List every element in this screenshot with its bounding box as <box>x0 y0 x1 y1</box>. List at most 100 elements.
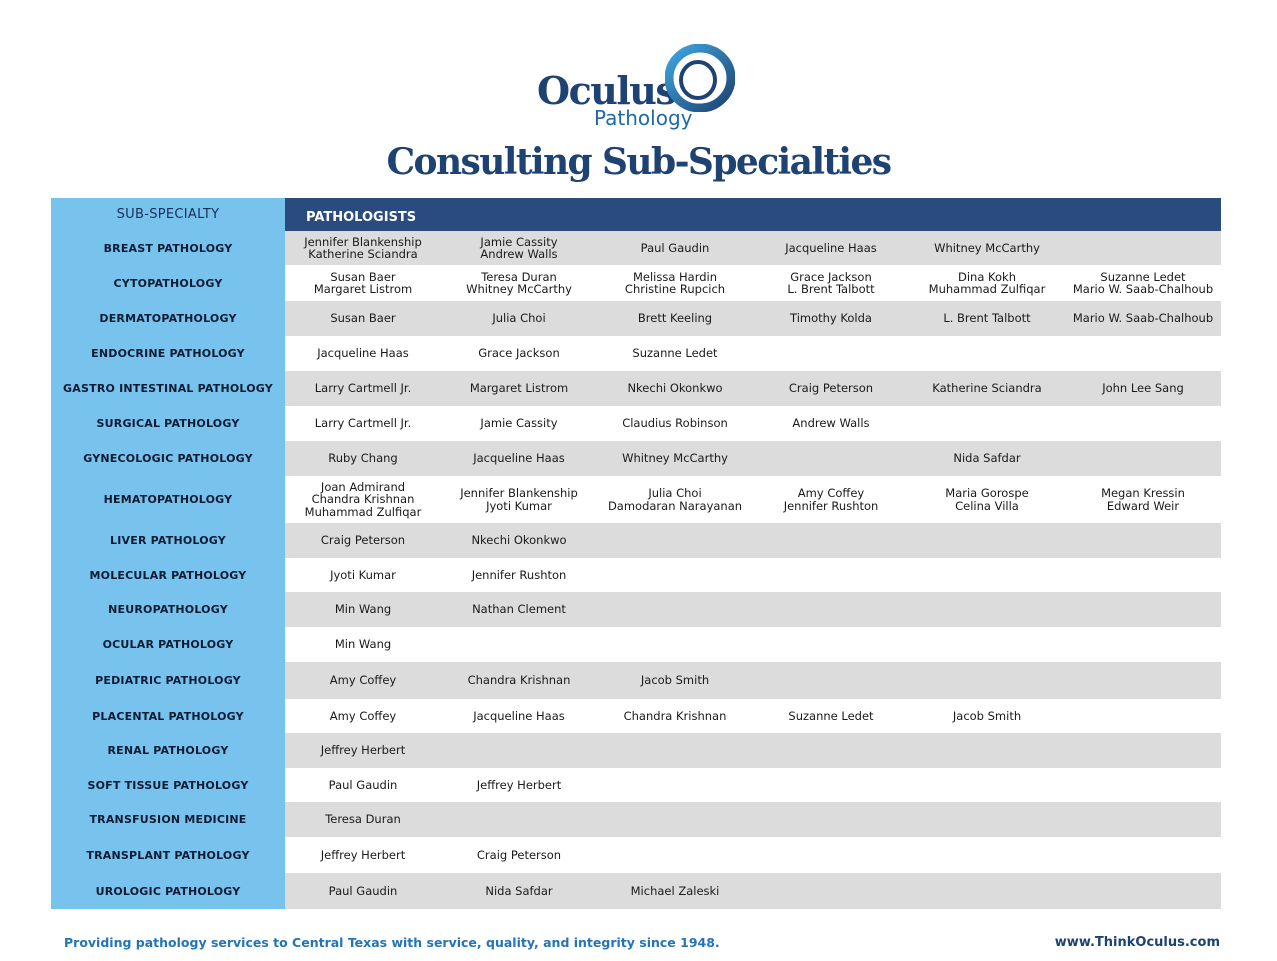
pathologist-cell: Paul Gaudin <box>597 231 753 265</box>
pathologist-name: Chandra Krishnan <box>467 673 571 688</box>
table-row: RENAL PATHOLOGY Jeffrey Herbert <box>51 733 1221 768</box>
pathologist-cell <box>753 592 909 627</box>
pathologist-cell <box>753 441 909 476</box>
pathologist-cell: Amy Coffey <box>285 699 441 733</box>
pathologist-cells: Larry Cartmell Jr. Margaret Listrom Nkechi… <box>285 371 1221 406</box>
pathologist-cells: Jacqueline Haas Grace Jackson Suzanne Lede… <box>285 336 1221 371</box>
pathologist-cell <box>909 627 1065 662</box>
pathologist-name: Jacqueline Haas <box>317 346 409 361</box>
pathologist-name: Jeffrey Herbert <box>320 847 406 862</box>
pathologist-cell: Craig Peterson <box>285 523 441 558</box>
pathologist-cells: Jyoti Kumar Jennifer Rushton <box>285 558 1221 592</box>
pathologist-name: Chandra Krishnan <box>311 492 415 507</box>
pathologist-name: Jacob Smith <box>952 708 1022 723</box>
table-row: DERMATOPATHOLOGY Susan Baer Julia Choi Bret… <box>51 301 1221 336</box>
pathologist-name: Grace Jackson <box>478 346 560 361</box>
pathologist-cell: Jacob Smith <box>597 662 753 699</box>
pathologist-cell: Teresa Duran Whitney McCarthy <box>441 265 597 301</box>
pathologist-name: Jennifer Blankenship <box>304 234 422 249</box>
pathologist-cell <box>1065 837 1221 873</box>
pathologist-name: Nkechi Okonkwo <box>471 533 567 548</box>
pathologist-cell <box>753 523 909 558</box>
pathologist-name: Melissa Hardin <box>632 269 718 284</box>
pathologist-cell: Megan Kressin Edward Weir <box>1065 476 1221 523</box>
table-row: ENDOCRINE PATHOLOGY Jacqueline Haas Grace … <box>51 336 1221 371</box>
pathologist-cell: Nkechi Okonkwo <box>597 371 753 406</box>
pathologist-cell: Mario W. Saab-Chalhoub <box>1065 301 1221 336</box>
pathologist-cell <box>753 558 909 592</box>
pathologist-cell: Chandra Krishnan <box>597 699 753 733</box>
pathologist-cell: Maria Gorospe Celina Villa <box>909 476 1065 523</box>
pathologist-name: Grace Jackson <box>790 269 872 284</box>
pathologist-cell <box>753 627 909 662</box>
pathologist-cell <box>753 837 909 873</box>
pathologist-cell <box>753 662 909 699</box>
pathologist-cell <box>1065 733 1221 768</box>
pathologist-name: Julia Choi <box>492 311 546 326</box>
pathologist-name: Craig Peterson <box>320 533 406 548</box>
pathologist-cells: Paul Gaudin Nida Safdar Michael Zaleski <box>285 873 1221 909</box>
pathologist-cell: Paul Gaudin <box>285 873 441 909</box>
pathologist-name: Jennifer Blankenship <box>460 486 578 500</box>
pathologist-cell: Nathan Clement <box>441 592 597 627</box>
pathologist-name: Larry Cartmell Jr. <box>314 381 412 396</box>
pathologist-cell: Julia Choi Damodaran Narayanan <box>597 476 753 523</box>
pathologist-cell: Nida Safdar <box>909 441 1065 476</box>
pathologist-cell <box>441 627 597 662</box>
pathologists-header: PATHOLOGISTS <box>285 198 1221 231</box>
pathologist-name: Jacqueline Haas <box>473 708 565 723</box>
pathologist-cell <box>909 768 1065 802</box>
pathologist-name: Andrew Walls <box>480 247 558 261</box>
pathologist-name: L. Brent Talbott <box>787 282 875 296</box>
pathologist-cell <box>597 802 753 837</box>
pathologist-name: Min Wang <box>334 637 392 652</box>
pathologist-cell <box>909 802 1065 837</box>
pathologist-cell <box>1065 592 1221 627</box>
table-row: CYTOPATHOLOGY Susan Baer Margaret Listrom T… <box>51 265 1221 301</box>
pathologist-name: Nathan Clement <box>472 602 566 617</box>
pathologist-name: Damodaran Narayanan <box>607 498 743 513</box>
pathologist-name: Whitney McCarthy <box>934 240 1040 255</box>
specialty-label: LIVER PATHOLOGY <box>110 534 226 547</box>
pathologist-cell <box>597 523 753 558</box>
footer-website-link[interactable]: www.ThinkOculus.com <box>1054 935 1220 950</box>
pathologist-cell: Craig Peterson <box>753 371 909 406</box>
pathologist-name: Jeffrey Herbert <box>320 743 406 758</box>
pathologist-cell: Min Wang <box>285 592 441 627</box>
pathologist-name: Suzanne Ledet <box>632 346 718 361</box>
pathologist-name: Andrew Walls <box>792 416 870 431</box>
table-row: SURGICAL PATHOLOGY Larry Cartmell Jr. Jami… <box>51 406 1221 441</box>
pathologist-cell: Jamie Cassity <box>441 406 597 441</box>
pathologist-cell <box>909 873 1065 909</box>
pathologist-name: Suzanne Ledet <box>1100 269 1186 284</box>
pathologist-cell: Jeffrey Herbert <box>285 733 441 768</box>
pathologist-cell <box>597 768 753 802</box>
pathologist-name: Paul Gaudin <box>640 240 710 255</box>
specialty-label: MOLECULAR PATHOLOGY <box>89 568 247 582</box>
table-row: UROLOGIC PATHOLOGY Paul Gaudin Nida Safdar… <box>51 873 1221 909</box>
specialty-label: UROLOGIC PATHOLOGY <box>95 884 241 898</box>
pathologist-cells: Paul Gaudin Jeffrey Herbert <box>285 768 1221 802</box>
pathologist-cell: Jacqueline Haas <box>753 231 909 265</box>
pathologist-cell <box>1065 441 1221 476</box>
specialty-label: SURGICAL PATHOLOGY <box>96 417 240 430</box>
pathologist-cell: Nida Safdar <box>441 873 597 909</box>
pathologist-cell: Craig Peterson <box>441 837 597 873</box>
table-row: MOLECULAR PATHOLOGY Jyoti Kumar Jennifer R… <box>51 558 1221 592</box>
pathologist-cell: Jennifer Blankenship Katherine Sciandra <box>285 231 441 265</box>
pathologist-cell: Whitney McCarthy <box>909 231 1065 265</box>
pathologist-cell <box>597 558 753 592</box>
pathologist-name: Amy Coffey <box>329 673 397 688</box>
pathologist-name: Megan Kressin <box>1101 486 1185 500</box>
pathologist-name: Margaret Listrom <box>313 282 413 296</box>
pathologist-cell <box>597 627 753 662</box>
pathologist-cell: Andrew Walls <box>753 406 909 441</box>
pathologist-cell <box>909 523 1065 558</box>
pathologist-cell: Larry Cartmell Jr. <box>285 406 441 441</box>
pathologist-name: Michael Zaleski <box>630 883 720 898</box>
table-row: GYNECOLOGIC PATHOLOGY Ruby Chang Jacquelin… <box>51 441 1221 476</box>
pathologist-cell <box>1065 231 1221 265</box>
pathologist-name: John Lee Sang <box>1102 381 1184 396</box>
pathologist-cell: Ruby Chang <box>285 441 441 476</box>
pathologist-cell: Larry Cartmell Jr. <box>285 371 441 406</box>
